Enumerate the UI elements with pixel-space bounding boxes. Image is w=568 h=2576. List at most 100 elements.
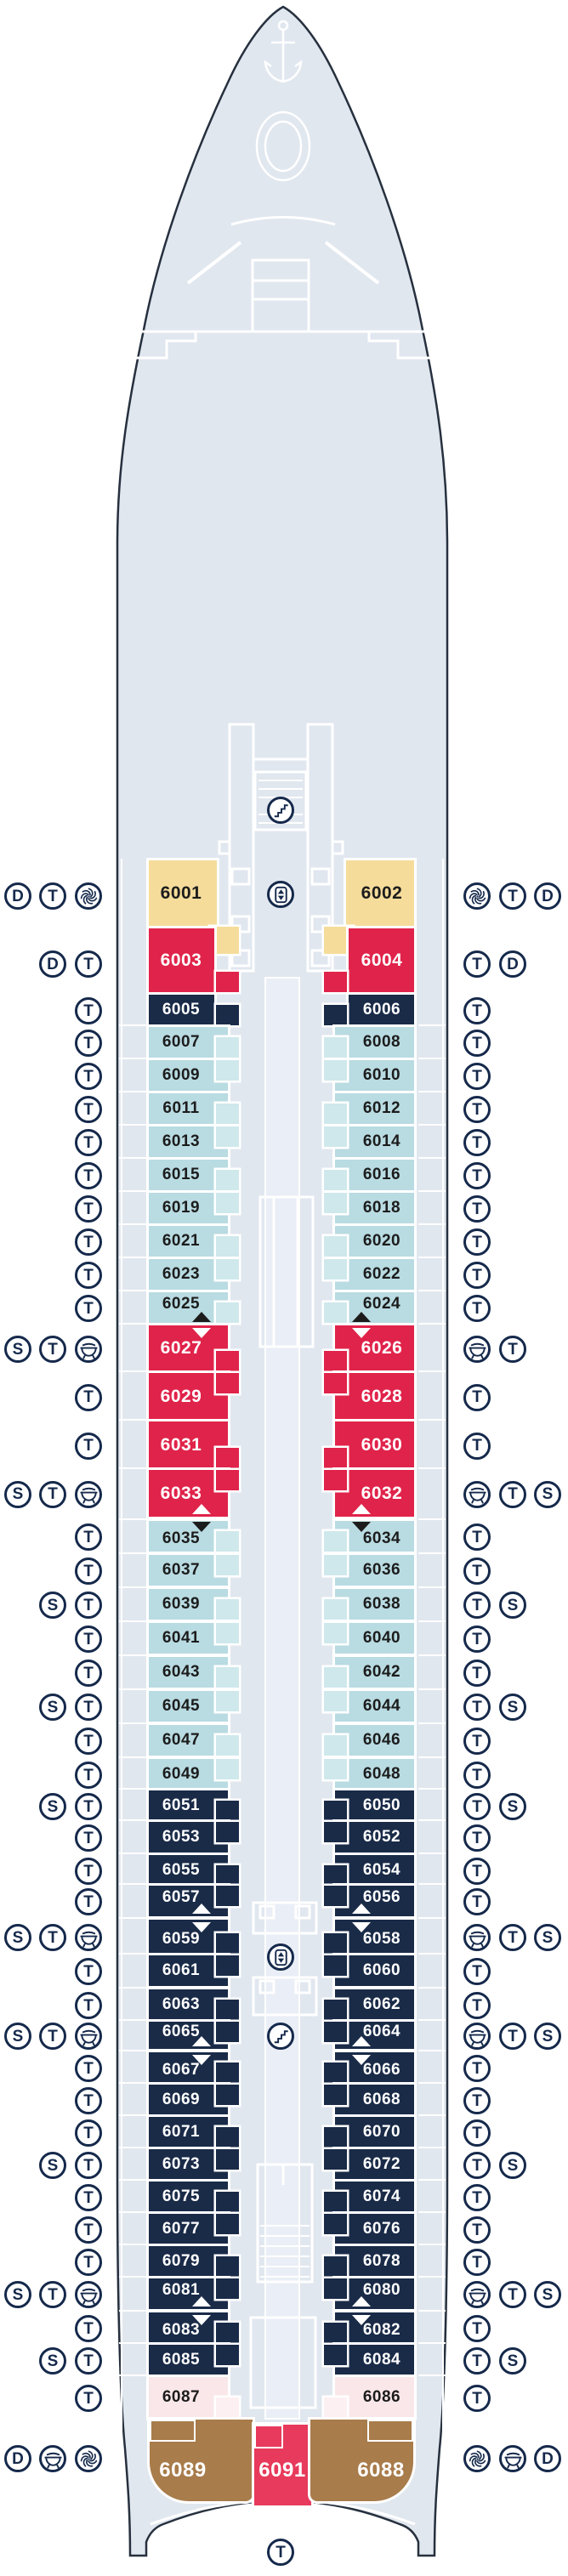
cabin-number: 6070 bbox=[362, 2123, 401, 2141]
cabin-6049[interactable] bbox=[149, 1759, 228, 1790]
cabin-6028[interactable] bbox=[335, 1373, 414, 1420]
cabin-6074[interactable] bbox=[335, 2182, 414, 2212]
cabin-6029[interactable] bbox=[149, 1373, 228, 1420]
cabin-6003[interactable] bbox=[149, 928, 214, 992]
cabin-6087[interactable] bbox=[149, 2377, 228, 2418]
cabin-6014[interactable] bbox=[335, 1126, 414, 1157]
cabin-6077[interactable] bbox=[149, 2214, 228, 2244]
cabin-6011[interactable] bbox=[149, 1093, 228, 1124]
cabin-6068[interactable] bbox=[335, 2085, 414, 2115]
cabin-6076[interactable] bbox=[335, 2214, 414, 2244]
cabin-6064[interactable] bbox=[335, 2022, 414, 2049]
cabin-6047[interactable] bbox=[149, 1725, 228, 1756]
cabin-6022[interactable] bbox=[335, 1259, 414, 1290]
icon-T: T bbox=[75, 2087, 102, 2114]
cabin-6067[interactable] bbox=[149, 2052, 228, 2083]
cabin-number: 6065 bbox=[162, 2023, 201, 2040]
cabin-6056[interactable] bbox=[335, 1886, 414, 1916]
cabin-6013[interactable] bbox=[149, 1126, 228, 1157]
cabin-6081[interactable] bbox=[149, 2278, 228, 2309]
cabin-6023[interactable] bbox=[149, 1259, 228, 1290]
cabin-6016[interactable] bbox=[335, 1160, 414, 1190]
cabin-6036[interactable] bbox=[335, 1555, 414, 1586]
cabin-6012[interactable] bbox=[335, 1093, 414, 1124]
cabin-6043[interactable] bbox=[149, 1657, 228, 1688]
cabin-number: 6051 bbox=[162, 1796, 201, 1814]
cabin-6008[interactable] bbox=[335, 1027, 414, 1058]
cabin-6062[interactable] bbox=[335, 1989, 414, 2020]
cabin-6073[interactable] bbox=[149, 2149, 228, 2180]
cabin-6058[interactable] bbox=[335, 1920, 414, 1954]
cabin-6035[interactable] bbox=[149, 1521, 228, 1552]
cabin-6086[interactable] bbox=[335, 2377, 414, 2418]
cabin-6059[interactable] bbox=[149, 1920, 228, 1954]
cabin-6063[interactable] bbox=[149, 1989, 228, 2020]
cabin-6046[interactable] bbox=[335, 1725, 414, 1756]
cabin-6044[interactable] bbox=[335, 1691, 414, 1722]
cabin-6007[interactable] bbox=[149, 1027, 228, 1058]
cabin-6027[interactable] bbox=[149, 1325, 228, 1371]
cabin-6083[interactable] bbox=[149, 2312, 228, 2343]
cabin-6057[interactable] bbox=[149, 1886, 228, 1916]
cabin-6079[interactable] bbox=[149, 2246, 228, 2277]
cabin-6026[interactable] bbox=[335, 1325, 414, 1371]
cabin-6040[interactable] bbox=[335, 1623, 414, 1654]
cabin-6034[interactable] bbox=[335, 1521, 414, 1552]
cabin-6061[interactable] bbox=[149, 1955, 228, 1986]
cabin-6088[interactable] bbox=[310, 2420, 413, 2501]
cabin-6060[interactable] bbox=[335, 1955, 414, 1986]
cabin-6050[interactable] bbox=[335, 1790, 414, 1821]
cabin-6024[interactable] bbox=[335, 1292, 414, 1323]
cabin-6002[interactable] bbox=[346, 860, 414, 927]
cabin-6042[interactable] bbox=[335, 1657, 414, 1688]
cabin-6069[interactable] bbox=[149, 2085, 228, 2115]
cabin-6021[interactable] bbox=[149, 1226, 228, 1257]
bathroom-pod bbox=[216, 2085, 239, 2105]
cabin-6039[interactable] bbox=[149, 1589, 228, 1620]
cabin-6019[interactable] bbox=[149, 1193, 228, 1223]
cabin-6065[interactable] bbox=[149, 2022, 228, 2049]
cabin-6031[interactable] bbox=[149, 1421, 228, 1468]
cabin-6032[interactable] bbox=[335, 1470, 414, 1517]
cabin-6006[interactable] bbox=[349, 995, 414, 1025]
cabin-6033[interactable] bbox=[149, 1470, 228, 1517]
cabin-6066[interactable] bbox=[335, 2052, 414, 2083]
cabin-6037[interactable] bbox=[149, 1555, 228, 1586]
cabin-6055[interactable] bbox=[149, 1855, 228, 1886]
cabin-6001[interactable] bbox=[149, 860, 217, 927]
cabin-6071[interactable] bbox=[149, 2117, 228, 2148]
cabin-6054[interactable] bbox=[335, 1855, 414, 1886]
cabin-6089[interactable] bbox=[150, 2420, 253, 2501]
cabin-6041[interactable] bbox=[149, 1623, 228, 1654]
cabin-6053[interactable] bbox=[149, 1822, 228, 1853]
cabin-6082[interactable] bbox=[335, 2312, 414, 2343]
cabin-6005[interactable] bbox=[149, 995, 214, 1025]
cabin-number: 6078 bbox=[362, 2252, 401, 2270]
cabin-6070[interactable] bbox=[335, 2117, 414, 2148]
cabin-6018[interactable] bbox=[335, 1193, 414, 1223]
cabin-number: 6032 bbox=[361, 1483, 403, 1503]
icon-T: T bbox=[463, 1592, 491, 1619]
cabin-6075[interactable] bbox=[149, 2182, 228, 2212]
cabin-6045[interactable] bbox=[149, 1691, 228, 1722]
bathtub-icon bbox=[463, 2281, 491, 2308]
cabin-6078[interactable] bbox=[335, 2246, 414, 2277]
cabin-6010[interactable] bbox=[335, 1060, 414, 1091]
cabin-6020[interactable] bbox=[335, 1226, 414, 1257]
bathroom-pod bbox=[216, 2256, 239, 2277]
cabin-6052[interactable] bbox=[335, 1822, 414, 1853]
cabin-6091[interactable] bbox=[254, 2425, 311, 2505]
cabin-6051[interactable] bbox=[149, 1790, 228, 1821]
cabin-6025[interactable] bbox=[149, 1292, 228, 1323]
cabin-6009[interactable] bbox=[149, 1060, 228, 1091]
cabin-6030[interactable] bbox=[335, 1421, 414, 1468]
cabin-6015[interactable] bbox=[149, 1160, 228, 1190]
cabin-6048[interactable] bbox=[335, 1759, 414, 1790]
bathroom-pod bbox=[216, 1667, 239, 1688]
cabin-6038[interactable] bbox=[335, 1589, 414, 1620]
cabin-6080[interactable] bbox=[335, 2278, 414, 2309]
cabin-6072[interactable] bbox=[335, 2149, 414, 2180]
cabin-6004[interactable] bbox=[349, 928, 414, 992]
cabin-6085[interactable] bbox=[149, 2345, 228, 2375]
cabin-6084[interactable] bbox=[335, 2345, 414, 2375]
